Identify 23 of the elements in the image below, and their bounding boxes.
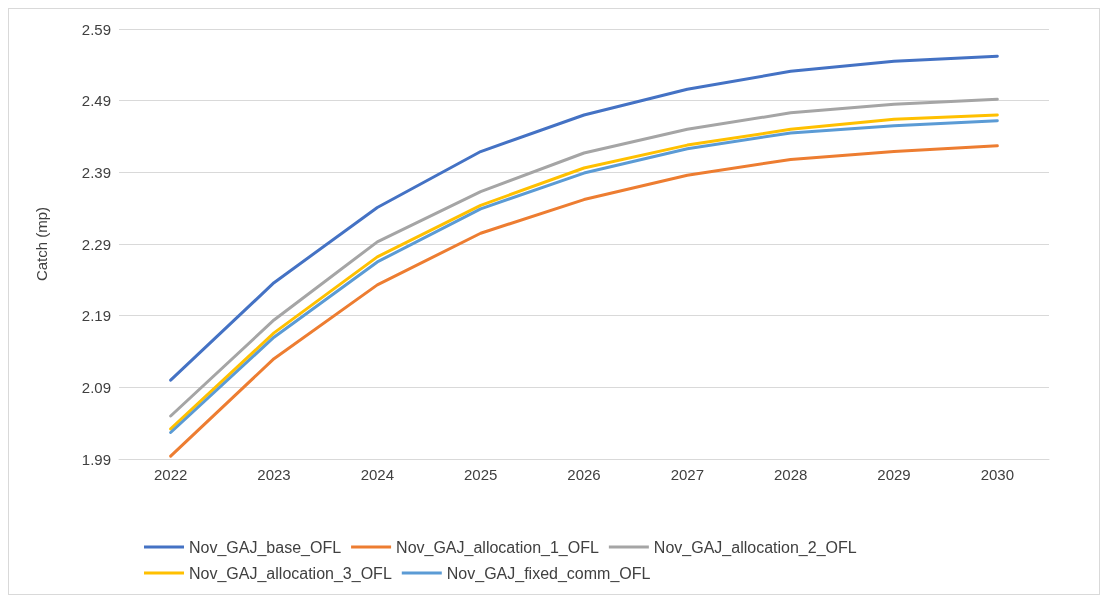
y-tick-label: 1.99 (81, 450, 111, 468)
legend-label: Nov_GAJ_allocation_3_OFL (189, 564, 392, 583)
x-tick-label: 2030 (980, 466, 1015, 483)
x-tick-label: 2029 (877, 466, 911, 483)
x-tick-label: 2026 (567, 466, 601, 483)
x-tick-label: 2022 (153, 466, 188, 483)
legend-label: Nov_GAJ_fixed_comm_OFL (446, 564, 651, 583)
y-tick-label: 2.49 (81, 92, 111, 110)
y-axis-title: Catch (mp) (33, 206, 50, 282)
y-tick-label: 2.09 (81, 378, 111, 396)
y-tick-label: 2.39 (81, 163, 111, 181)
x-tick-label: 2027 (670, 466, 705, 483)
x-tick-label: 2024 (360, 466, 395, 483)
x-tick-label: 2025 (463, 466, 498, 483)
legend-label: Nov_GAJ_allocation_2_OFL (653, 538, 857, 557)
y-tick-label: 2.19 (81, 307, 111, 325)
y-tick-label: 2.59 (81, 20, 111, 38)
legend-label: Nov_GAJ_base_OFL (189, 538, 342, 557)
line-series (169, 54, 999, 382)
x-tick-label: 2023 (257, 466, 291, 483)
x-tick-label: 2028 (773, 466, 808, 483)
y-tick-label: 2.29 (81, 235, 111, 253)
legend-label: Nov_GAJ_allocation_1_OFL (396, 538, 599, 557)
